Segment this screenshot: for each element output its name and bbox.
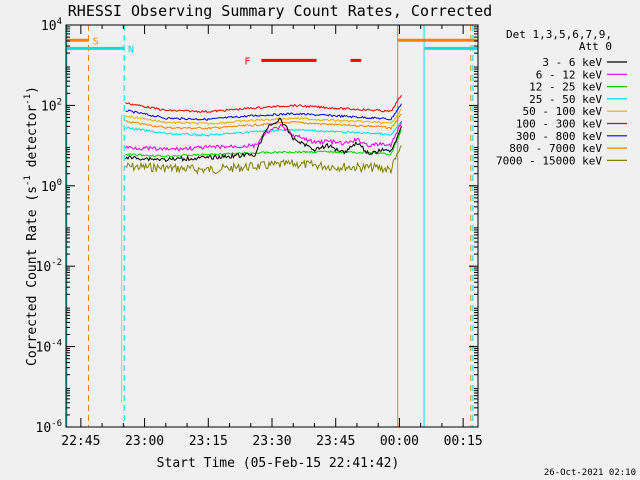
y-tick-base: 10 (36, 421, 52, 436)
flag-label: N (128, 44, 134, 55)
y-tick-label: 104 (41, 17, 62, 34)
x-tick-label: 23:15 (189, 434, 228, 449)
x-tick-label: 00:00 (380, 434, 419, 449)
legend-label: 7000 - 15000 keV (496, 154, 602, 167)
y-tick-base: 10 (36, 341, 52, 356)
y-tick-exp: -4 (51, 339, 62, 349)
series-line (125, 108, 402, 126)
y-label-part: -1 (23, 175, 33, 186)
y-tick-label: 10-4 (36, 339, 63, 356)
flag-label: F (244, 56, 250, 67)
series-line (125, 129, 402, 158)
y-label-part: Corrected Count Rate (s (25, 186, 40, 366)
legend-label: 25 - 50 keV (529, 93, 602, 106)
series-line (125, 145, 402, 176)
legend-label: 12 - 25 keV (529, 81, 602, 94)
y-tick-exp: 0 (57, 178, 62, 188)
y-tick-base: 10 (41, 180, 57, 195)
generated-timestamp: 26-Oct-2021 02:10 (544, 468, 636, 478)
y-label-part: detector (25, 105, 40, 176)
y-tick-exp: -2 (51, 258, 62, 268)
x-tick-label: 23:45 (316, 434, 355, 449)
y-tick-label: 102 (41, 97, 62, 114)
x-tick-label: 22:45 (61, 434, 100, 449)
y-tick-base: 10 (36, 260, 52, 275)
y-tick-base: 10 (41, 19, 57, 34)
y-tick-label: 10-6 (36, 419, 63, 436)
series-line (125, 121, 402, 152)
y-tick-label: 10-2 (36, 258, 63, 275)
chart-title: RHESSI Observing Summary Count Rates, Co… (68, 2, 492, 20)
legend-label: 800 - 7000 keV (509, 142, 602, 155)
series-line (125, 113, 402, 131)
flag-label: S (93, 36, 99, 47)
series-line (125, 94, 402, 114)
plot-frame (65, 24, 479, 428)
legend-label: 50 - 100 keV (523, 105, 603, 118)
legend-header: Det 1,3,5,6,7,9, (506, 28, 612, 41)
series-line (125, 121, 402, 137)
x-axis-label: Start Time (05-Feb-15 22:41:42) (157, 456, 400, 471)
y-tick-exp: -6 (51, 419, 62, 429)
y-tick-exp: 2 (57, 97, 62, 107)
y-axis-label: Corrected Count Rate (s-1 detector-1) (23, 86, 40, 366)
legend-label: 3 - 6 keV (542, 56, 602, 69)
y-label-part: -1 (23, 94, 33, 105)
y-axis-label-text: Corrected Count Rate (s-1 detector-1) (23, 86, 40, 366)
legend-label: 300 - 800 keV (516, 130, 602, 143)
y-tick-label: 100 (41, 178, 62, 195)
y-tick-exp: 4 (57, 17, 62, 27)
y-label-part: ) (25, 86, 40, 94)
series-line (125, 103, 402, 121)
x-tick-label: 23:00 (125, 434, 164, 449)
legend-label: 100 - 300 keV (516, 118, 602, 131)
series-line (125, 117, 402, 162)
legend-header: Att 0 (579, 40, 612, 53)
x-tick-label: 23:30 (252, 434, 291, 449)
y-tick-base: 10 (41, 99, 57, 114)
x-tick-label: 00:15 (444, 434, 483, 449)
legend-label: 6 - 12 keV (536, 68, 603, 81)
